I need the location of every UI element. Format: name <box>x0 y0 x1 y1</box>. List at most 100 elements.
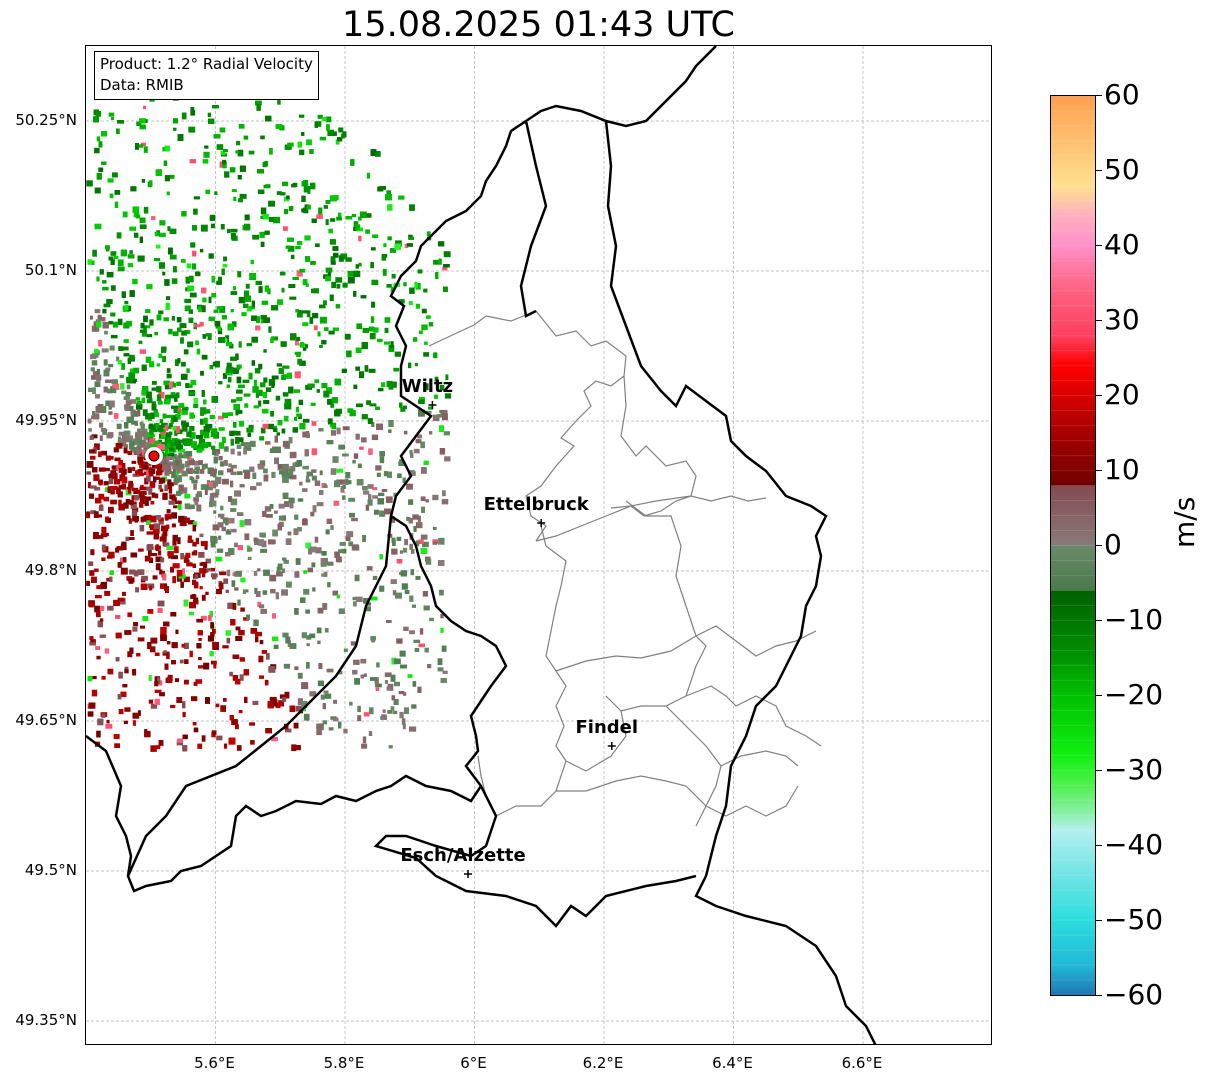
echo-gate <box>101 161 107 165</box>
echo-gate <box>229 671 233 677</box>
echo-gate <box>391 537 396 543</box>
radar-site-marker[interactable] <box>148 450 160 462</box>
map-panel[interactable] <box>85 45 992 1045</box>
echo-gate <box>319 304 326 309</box>
echo-gate <box>101 544 106 551</box>
echo-gate <box>258 363 263 370</box>
echo-gate <box>432 539 438 544</box>
echo-gate <box>109 570 114 575</box>
echo-gate <box>250 740 255 745</box>
echo-gate <box>202 484 209 490</box>
echo-gate <box>194 460 200 466</box>
echo-gate <box>267 701 273 708</box>
echo-gate <box>281 428 286 434</box>
echo-gate <box>338 670 343 675</box>
echo-gate <box>130 530 134 536</box>
echo-gate <box>172 331 179 337</box>
echo-gate <box>434 376 439 382</box>
echo-gate <box>143 433 148 440</box>
echo-gate <box>154 698 160 705</box>
echo-gate <box>116 423 122 430</box>
echo-gate <box>140 583 148 590</box>
echo-gate <box>363 490 370 495</box>
echo-gate <box>294 571 300 578</box>
echo-gate <box>148 434 155 438</box>
echo-gate <box>101 557 106 561</box>
echo-gate <box>213 510 217 514</box>
echo-gate <box>297 672 303 679</box>
echo-gate <box>146 544 151 551</box>
echo-gate <box>246 427 254 433</box>
echo-gate <box>179 323 187 328</box>
echo-gate <box>164 382 172 390</box>
echo-gate <box>141 397 146 403</box>
echo-gate <box>166 524 170 529</box>
echo-gate <box>392 710 398 715</box>
echo-gate <box>139 435 143 441</box>
echo-gate <box>189 412 195 419</box>
echo-gate <box>212 105 219 109</box>
echo-gate <box>310 260 316 265</box>
echo-gate <box>170 704 176 709</box>
echo-gate <box>295 246 301 250</box>
echo-gate <box>295 337 301 341</box>
echo-gate <box>123 396 130 400</box>
echo-gate <box>89 449 96 454</box>
echo-gate <box>177 537 181 545</box>
echo-gate <box>309 633 316 639</box>
echo-gate <box>284 144 292 150</box>
echo-gate <box>192 250 197 257</box>
echo-gate <box>220 224 225 230</box>
echo-gate <box>88 428 92 432</box>
echo-gate <box>137 569 145 575</box>
echo-gate <box>262 161 267 168</box>
echo-gate <box>419 397 425 402</box>
echo-gate <box>219 127 226 133</box>
echo-gate <box>150 637 158 644</box>
echo-gate <box>113 255 119 259</box>
echo-gate <box>118 467 123 473</box>
echo-gate <box>211 428 218 434</box>
echo-gate <box>107 555 113 559</box>
echo-gate <box>155 464 163 468</box>
echo-gate <box>175 500 182 504</box>
echo-gate <box>330 261 336 265</box>
echo-gate <box>197 630 203 636</box>
echo-gate <box>313 325 318 331</box>
echo-gate <box>358 262 362 267</box>
echo-gate <box>274 446 281 453</box>
echo-gate <box>234 587 239 591</box>
echo-gate <box>168 247 173 255</box>
echo-gate <box>285 636 291 644</box>
echo-gate <box>432 541 438 545</box>
echo-gate <box>121 390 127 395</box>
echo-gate <box>93 474 100 481</box>
echo-gate <box>210 622 214 629</box>
echo-gate <box>284 501 290 507</box>
echo-gate <box>146 470 151 477</box>
echo-gate <box>100 605 105 612</box>
echo-gate <box>294 371 301 379</box>
echo-gate <box>272 425 278 431</box>
echo-gate <box>282 392 289 397</box>
echo-gate <box>319 344 323 348</box>
echo-gate <box>213 482 217 487</box>
echo-gate <box>338 721 342 729</box>
echo-gate <box>330 218 336 222</box>
echo-gate <box>156 471 160 476</box>
echo-gate <box>139 236 143 243</box>
echo-gate <box>415 283 421 290</box>
echo-gate <box>120 383 125 390</box>
echo-gate <box>121 541 127 548</box>
echo-gate <box>377 498 385 505</box>
echo-gate <box>235 409 239 416</box>
echo-gate <box>170 442 178 447</box>
echo-gate <box>297 312 303 318</box>
echo-gate <box>317 640 321 645</box>
echo-gate <box>363 712 370 717</box>
echo-gate <box>161 525 166 532</box>
map-canvas[interactable] <box>86 46 992 1045</box>
colorbar-tick-mark <box>1096 545 1102 546</box>
echo-gate <box>155 515 162 520</box>
echo-gate <box>303 186 310 193</box>
